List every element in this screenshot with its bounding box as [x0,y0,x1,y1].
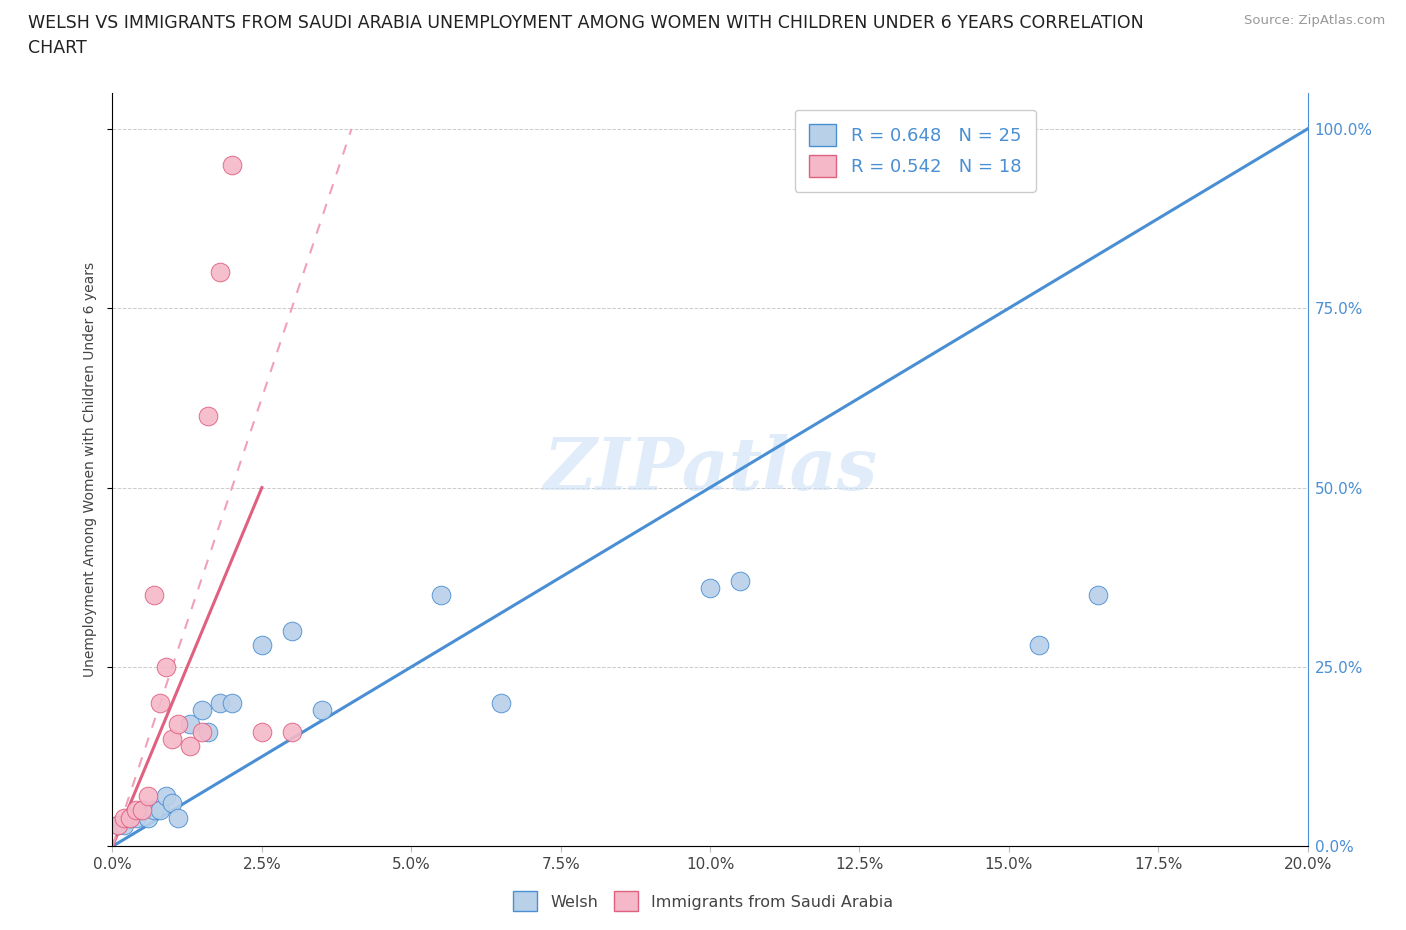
Point [155,789,177,804]
Point [114,817,135,832]
Point [179,717,201,732]
Point [1028,638,1050,653]
Point [221,696,243,711]
Point [250,724,273,739]
Point [114,810,135,825]
Point [209,696,232,711]
Point [155,659,177,674]
Point [167,810,190,825]
Text: ZIPatlas: ZIPatlas [543,434,877,505]
Point [149,696,172,711]
Point [125,810,148,825]
Point [131,803,153,817]
Legend: Welsh, Immigrants from Saudi Arabia: Welsh, Immigrants from Saudi Arabia [508,885,898,917]
Point [179,738,201,753]
Point [197,724,219,739]
Point [191,724,214,739]
Y-axis label: Unemployment Among Women with Children Under 6 years: Unemployment Among Women with Children U… [83,262,97,677]
Text: CHART: CHART [28,39,87,57]
Point [699,580,721,595]
Point [489,696,512,711]
Point [281,724,304,739]
Text: WELSH VS IMMIGRANTS FROM SAUDI ARABIA UNEMPLOYMENT AMONG WOMEN WITH CHILDREN UND: WELSH VS IMMIGRANTS FROM SAUDI ARABIA UN… [28,14,1144,32]
Point [143,803,166,817]
Point [281,624,304,639]
Point [107,817,129,832]
Point [1087,588,1109,603]
Point [209,265,232,280]
Point [131,803,153,817]
Point [138,789,160,804]
Text: Source: ZipAtlas.com: Source: ZipAtlas.com [1244,14,1385,27]
Point [221,157,243,172]
Point [167,717,190,732]
Point [125,803,148,817]
Legend: R = 0.648   N = 25, R = 0.542   N = 18: R = 0.648 N = 25, R = 0.542 N = 18 [794,110,1036,192]
Point [311,702,333,717]
Point [149,803,172,817]
Point [120,810,142,825]
Point [191,702,214,717]
Point [162,731,183,746]
Point [728,574,751,589]
Point [250,638,273,653]
Point [430,588,453,603]
Point [107,817,129,832]
Point [143,588,166,603]
Point [138,810,160,825]
Point [197,408,219,423]
Point [120,810,142,825]
Point [162,796,183,811]
